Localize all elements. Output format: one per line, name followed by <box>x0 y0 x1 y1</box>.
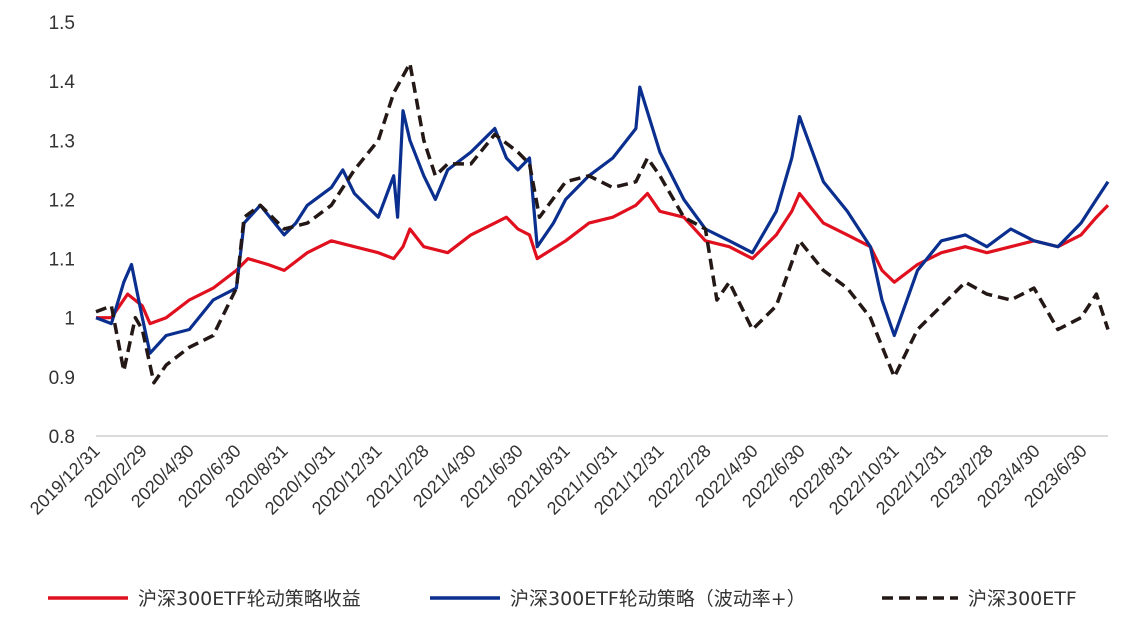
series-line-3 <box>95 61 1110 385</box>
x-axis-tick-labels: 2019/12/312020/2/292020/4/302020/6/30202… <box>26 441 1091 519</box>
y-tick-label: 1.5 <box>49 13 75 34</box>
y-tick-label: 0.9 <box>49 368 75 389</box>
legend-label-1: 沪深300ETF轮动策略收益 <box>138 588 361 610</box>
y-axis-tick-labels: 1.5 1.4 1.3 1.2 1.1 1 0.9 0.8 <box>49 13 76 448</box>
y-tick-label: 1 <box>64 309 75 330</box>
legend: 沪深300ETF轮动策略收益 沪深300ETF轮动策略（波动率+） 沪深300ETF <box>48 588 1077 610</box>
y-tick-label: 1.4 <box>49 72 76 93</box>
y-tick-label: 1.3 <box>49 131 75 152</box>
y-tick-label: 1.2 <box>49 190 75 211</box>
series-line-1 <box>96 191 1110 326</box>
y-tick-label: 0.8 <box>49 427 75 448</box>
series-lines <box>95 61 1110 385</box>
legend-label-3: 沪深300ETF <box>968 588 1077 610</box>
legend-label-2: 沪深300ETF轮动策略（波动率+） <box>510 588 806 610</box>
y-tick-label: 1.1 <box>49 250 75 271</box>
